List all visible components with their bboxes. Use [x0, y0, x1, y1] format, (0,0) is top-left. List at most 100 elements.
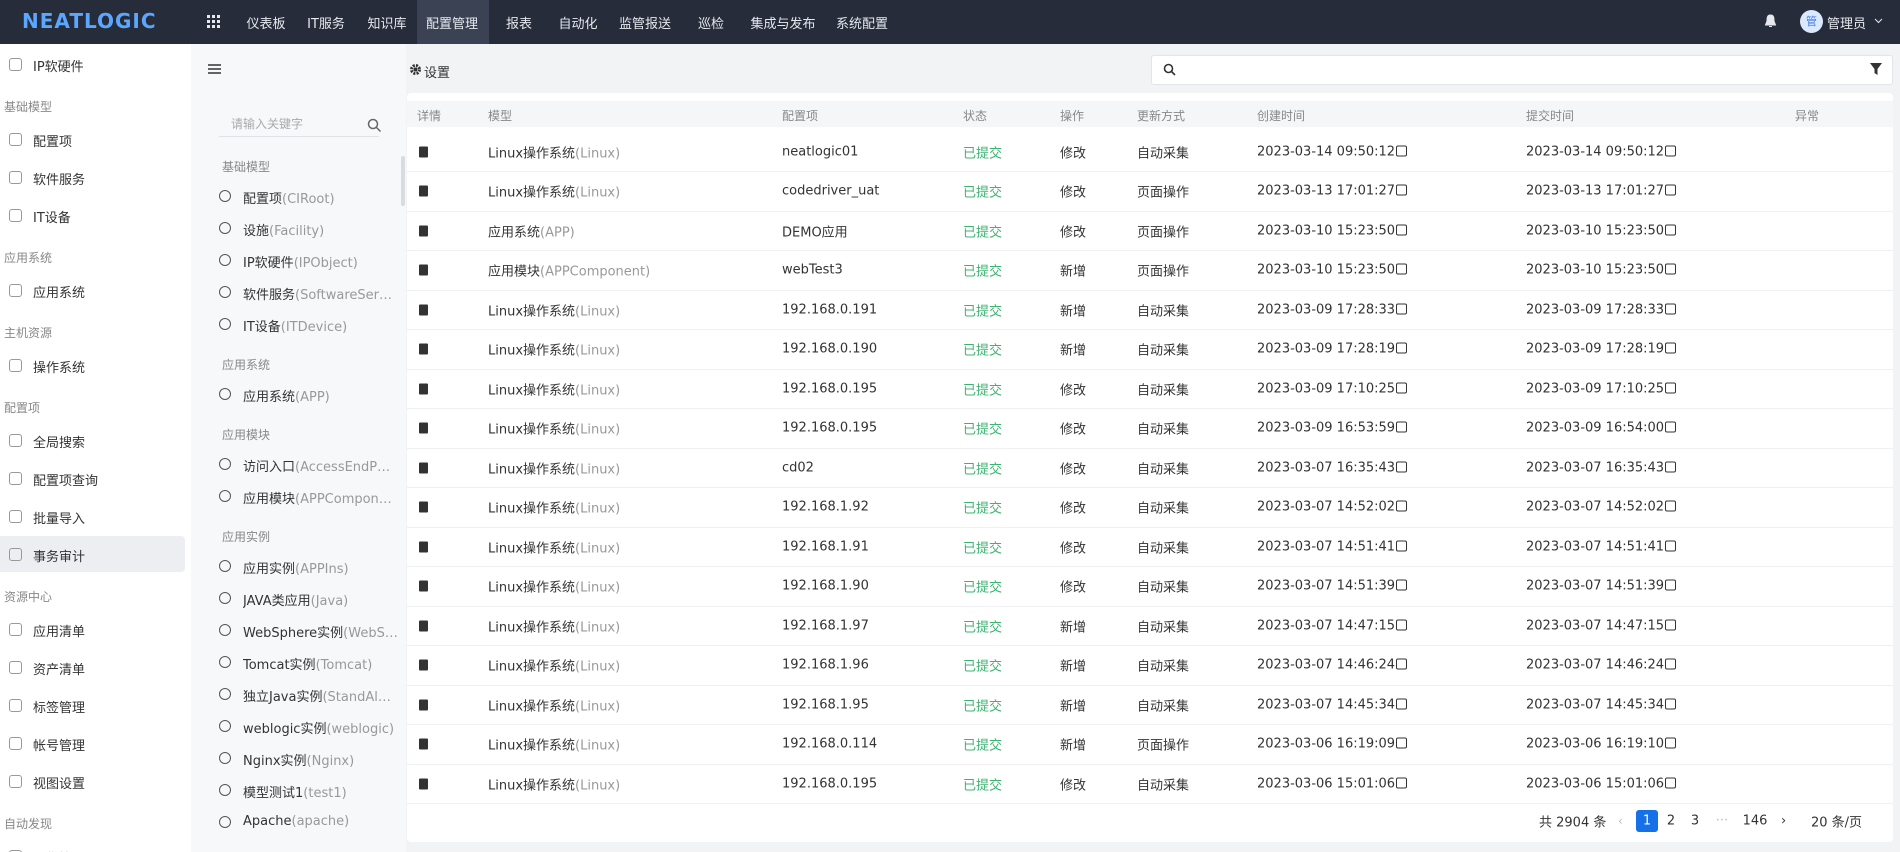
action: 修改	[1060, 580, 1087, 596]
tree-item[interactable]: 配置项(CIRoot)	[243, 188, 335, 207]
nav-item[interactable]: IT服务	[307, 17, 345, 32]
detail-icon[interactable]	[419, 264, 428, 276]
nav-item[interactable]: 自动化	[558, 17, 598, 32]
tree-item[interactable]: IP软硬件(IPObject)	[243, 252, 358, 271]
tree-item[interactable]: 应用系统(APP)	[243, 386, 330, 405]
detail-icon[interactable]	[419, 343, 428, 355]
apps-icon[interactable]	[207, 15, 221, 29]
tree-item-name: Tomcat实例	[243, 658, 316, 673]
action: 修改	[1060, 541, 1087, 556]
tree-item[interactable]: weblogic实例(weblogic)	[243, 718, 394, 737]
page[interactable]: ···	[1715, 813, 1729, 829]
menu-item[interactable]: 事务审计	[33, 550, 86, 565]
tree-item[interactable]: 应用模块(APPCompon…	[243, 488, 392, 507]
tree-item[interactable]: 应用实例(APPIns)	[243, 558, 349, 577]
detail-icon[interactable]	[419, 383, 428, 394]
prev[interactable]: ‹	[1618, 814, 1623, 828]
menu-item[interactable]: 应用系统	[33, 286, 86, 301]
tree-item[interactable]: 设施(Facility)	[243, 220, 324, 239]
tree-item[interactable]: 软件服务(SoftwareSer…	[243, 284, 392, 303]
detail-icon[interactable]	[419, 422, 428, 434]
time-text: 2023-03-07 14:45:34	[1526, 697, 1665, 712]
settings-icon[interactable]	[409, 63, 422, 76]
filter-icon[interactable]	[1870, 63, 1882, 75]
bell-icon[interactable]	[1764, 14, 1777, 29]
tree-item[interactable]: IT设备(ITDevice)	[243, 316, 347, 335]
tree-icon	[219, 752, 231, 764]
detail-icon[interactable]	[419, 620, 428, 631]
search-input[interactable]	[219, 106, 379, 137]
nav-active-bg	[417, 0, 489, 44]
page[interactable]: 3	[1690, 813, 1700, 829]
column-header: 详情	[417, 109, 442, 123]
avatar[interactable]: 管	[1800, 10, 1823, 33]
search-box[interactable]	[1151, 55, 1893, 85]
menu-item[interactable]: 配置项	[33, 135, 73, 150]
page[interactable]: 2	[1666, 813, 1676, 829]
nav-item[interactable]: 配置管理	[425, 17, 479, 32]
nav-item[interactable]: 知识库	[367, 17, 407, 32]
detail-icon[interactable]	[419, 778, 428, 789]
model-name: Linux操作系统	[488, 343, 576, 359]
search-icon[interactable]	[367, 118, 382, 133]
detail-icon[interactable]	[419, 501, 428, 513]
detail-icon[interactable]	[419, 580, 428, 592]
detail-icon[interactable]	[419, 225, 428, 236]
menu-item[interactable]: 批量导入	[33, 512, 86, 527]
user-name[interactable]: 管理员	[1827, 17, 1867, 32]
detail-icon[interactable]	[419, 659, 428, 671]
time-icon	[1665, 382, 1677, 393]
menu-item[interactable]: 应用清单	[33, 625, 86, 640]
tree-item[interactable]: 独立Java实例(StandAl…	[243, 686, 391, 705]
menu-item[interactable]: IT设备	[33, 211, 71, 226]
tree-item[interactable]: 访问入口(AccessEndP…	[243, 456, 390, 475]
row-divider	[407, 526, 1893, 528]
update-method: 自动采集	[1137, 699, 1190, 714]
time-icon	[1396, 421, 1408, 433]
menu-item[interactable]: 配置项查询	[33, 474, 99, 489]
detail-icon[interactable]	[419, 185, 428, 197]
nav-item[interactable]: 监管报送	[618, 17, 672, 32]
menu-item[interactable]: 视图设置	[33, 777, 86, 792]
menu-item[interactable]: 帐号管理	[33, 739, 86, 754]
menu-item[interactable]: IP软硬件	[33, 60, 84, 75]
nav-item[interactable]: 集成与发布	[750, 17, 816, 32]
detail-icon[interactable]	[419, 462, 428, 473]
status: 已提交	[963, 422, 1003, 438]
nav-item[interactable]: 巡检	[697, 17, 725, 32]
model-cell: Linux操作系统(Linux)	[488, 537, 620, 556]
page-size[interactable]: 20 条/页	[1811, 815, 1863, 831]
tree-item[interactable]: Apache(apache)	[243, 814, 349, 829]
menu-item[interactable]: 全局搜索	[33, 436, 86, 451]
column-header: 异常	[1795, 109, 1820, 123]
menu-item[interactable]: 操作系统	[33, 361, 86, 376]
detail-icon[interactable]	[419, 699, 428, 710]
menu-item[interactable]: 软件服务	[33, 173, 86, 188]
menu-toggle[interactable]	[208, 64, 221, 74]
time-icon	[1665, 184, 1677, 196]
nav-item[interactable]: 报表	[505, 17, 533, 32]
tree-item[interactable]: WebSphere实例(WebS…	[243, 622, 398, 641]
detail-icon[interactable]	[419, 738, 428, 750]
tree-item[interactable]: JAVA类应用(Java)	[243, 590, 348, 609]
menu-item[interactable]: 标签管理	[33, 701, 86, 716]
detail-icon[interactable]	[419, 541, 428, 552]
tree-item[interactable]: Nginx实例(Nginx)	[243, 750, 354, 769]
update-method: 自动采集	[1137, 778, 1190, 793]
tree-item[interactable]: Tomcat实例(Tomcat)	[243, 654, 372, 673]
tree-item[interactable]: 模型测试1(test1)	[243, 782, 347, 801]
menu-item[interactable]: 资产清单	[33, 663, 86, 678]
detail-icon[interactable]	[419, 146, 428, 157]
detail-icon[interactable]	[419, 304, 428, 315]
menu-group: 自动发现	[4, 817, 53, 831]
nav-item[interactable]: 系统配置	[835, 17, 889, 32]
time-icon	[1665, 698, 1677, 709]
menu-item[interactable]: 采集管理	[33, 848, 85, 852]
nav-item[interactable]: 仪表板	[246, 17, 286, 32]
page[interactable]: 1	[1642, 813, 1652, 829]
settings-button[interactable]: 设置	[424, 66, 451, 81]
page[interactable]: 146	[1742, 813, 1768, 829]
next[interactable]: ›	[1781, 813, 1787, 829]
tree-item-name: 应用模块	[243, 492, 296, 507]
